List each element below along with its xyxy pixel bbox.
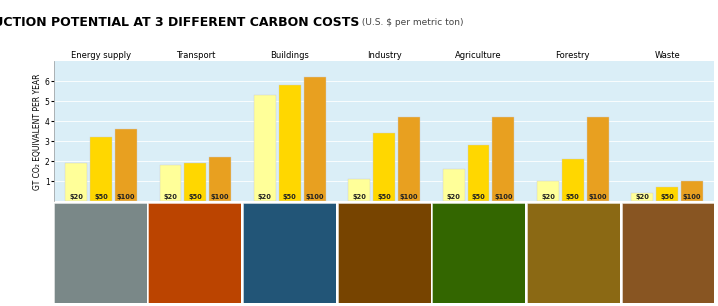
Bar [65, 163, 87, 201]
Text: $50: $50 [472, 194, 485, 200]
Text: $100: $100 [305, 194, 324, 200]
Title: Buildings: Buildings [270, 51, 309, 60]
Bar [537, 181, 559, 201]
Text: $100: $100 [211, 194, 230, 200]
Y-axis label: GT CO₂ EQUIVALENT PER YEAR: GT CO₂ EQUIVALENT PER YEAR [33, 73, 42, 189]
Title: Agriculture: Agriculture [455, 51, 502, 60]
Text: $50: $50 [377, 194, 391, 200]
Text: $20: $20 [353, 194, 366, 200]
Bar [373, 133, 395, 201]
Bar [279, 85, 301, 201]
Text: $100: $100 [589, 194, 607, 200]
Title: Energy supply: Energy supply [71, 51, 131, 60]
Bar [681, 181, 703, 201]
Text: $100: $100 [400, 194, 418, 200]
Text: $20: $20 [541, 194, 555, 200]
Text: $50: $50 [189, 194, 202, 200]
Bar [304, 77, 325, 201]
Text: $50: $50 [283, 194, 297, 200]
Text: (U.S. $ per metric ton): (U.S. $ per metric ton) [359, 18, 464, 28]
Text: $50: $50 [566, 194, 579, 200]
Bar [587, 117, 609, 201]
Text: $100: $100 [683, 194, 701, 200]
Bar [443, 169, 465, 201]
Text: $20: $20 [635, 194, 649, 200]
Bar [115, 129, 137, 201]
Text: $100: $100 [116, 194, 135, 200]
Bar [562, 159, 584, 201]
Text: $20: $20 [258, 194, 272, 200]
Text: $50: $50 [661, 194, 674, 200]
Text: $20: $20 [69, 194, 83, 200]
Bar [398, 117, 420, 201]
Bar [631, 193, 653, 201]
Text: $100: $100 [494, 194, 513, 200]
Bar [493, 117, 514, 201]
Bar [210, 157, 231, 201]
Text: $20: $20 [164, 194, 177, 200]
Bar [348, 179, 370, 201]
Text: $20: $20 [447, 194, 461, 200]
Title: Industry: Industry [367, 51, 401, 60]
Text: REDUCTION POTENTIAL AT 3 DIFFERENT CARBON COSTS: REDUCTION POTENTIAL AT 3 DIFFERENT CARBO… [0, 17, 359, 29]
Bar [90, 137, 112, 201]
Title: Forestry: Forestry [556, 51, 590, 60]
Title: Transport: Transport [176, 51, 215, 60]
Bar [656, 187, 679, 201]
Title: Waste: Waste [654, 51, 680, 60]
Text: $50: $50 [94, 194, 108, 200]
Bar [467, 145, 490, 201]
Bar [254, 95, 276, 201]
Bar [185, 163, 206, 201]
Bar [159, 165, 182, 201]
